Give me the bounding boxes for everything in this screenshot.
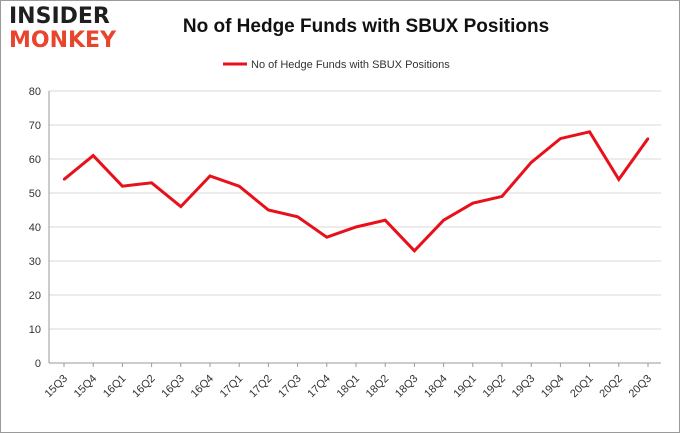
data-point	[646, 137, 650, 140]
x-axis: 15Q3 15Q4 16Q1 16Q2 16Q3 16Q4 17Q1 17Q2 17Q3 17Q4…	[43, 363, 655, 401]
data-point	[617, 178, 620, 181]
chart-title: No of Hedge Funds with SBUX Positions	[182, 16, 550, 37]
y-tick-label: 30	[29, 256, 41, 268]
data-point	[121, 185, 124, 188]
y-axis: 0 10 20 30 40 50 60 70 80	[29, 86, 50, 370]
x-tick-label: 16Q1	[101, 373, 129, 401]
data-point	[179, 205, 182, 208]
data-point	[238, 185, 241, 188]
y-tick-label: 20	[29, 290, 41, 302]
data-point	[296, 215, 299, 218]
legend: No of Hedge Funds with SBUX Positions	[223, 59, 450, 71]
x-tick-label: 16Q3	[159, 373, 187, 401]
data-point	[413, 249, 416, 252]
data-point	[559, 137, 562, 140]
y-tick-label: 0	[35, 358, 41, 370]
data-point	[442, 219, 445, 222]
data-point	[208, 174, 212, 178]
x-tick-label: 18Q3	[393, 373, 421, 401]
data-point	[384, 219, 387, 222]
x-tick-label: 18Q1	[335, 373, 363, 401]
data-point	[325, 236, 328, 239]
data-point	[354, 225, 358, 229]
data-point	[150, 181, 153, 184]
y-tick-label: 60	[29, 154, 41, 166]
data-point	[267, 208, 270, 212]
logo-line-2: MONKEY	[9, 28, 117, 53]
logo-line-1: INSIDER	[9, 4, 110, 29]
x-tick-label: 19Q3	[510, 373, 538, 401]
x-tick-label: 17Q2	[247, 373, 275, 401]
data-point	[500, 195, 504, 198]
series-line	[63, 130, 650, 253]
data-point	[92, 154, 95, 157]
x-tick-label: 19Q2	[481, 373, 509, 401]
x-tick-label: 18Q2	[364, 373, 392, 401]
y-tick-label: 40	[29, 222, 41, 234]
x-tick-label: 17Q4	[305, 373, 333, 401]
x-tick-label: 20Q1	[568, 373, 596, 401]
data-point	[530, 161, 533, 164]
x-tick-label: 16Q2	[130, 373, 158, 401]
x-tick-label: 15Q3	[43, 373, 71, 401]
x-tick-label: 19Q4	[539, 373, 567, 401]
legend-label: No of Hedge Funds with SBUX Positions	[251, 59, 450, 71]
series-layer	[62, 130, 650, 253]
y-tick-label: 70	[29, 120, 41, 132]
data-point	[471, 202, 474, 205]
data-point	[62, 178, 66, 181]
y-tick-label: 80	[29, 86, 41, 98]
x-tick-label: 16Q4	[189, 373, 217, 401]
insider-monkey-logo: INSIDER MONKEY	[9, 5, 129, 55]
x-tick-label: 19Q1	[451, 373, 479, 401]
x-tick-label: 20Q2	[597, 373, 625, 401]
x-tick-label: 15Q4	[72, 373, 100, 401]
x-tick-label: 17Q3	[276, 373, 304, 401]
y-tick-label: 10	[29, 324, 41, 336]
x-tick-label: 18Q4	[422, 373, 450, 401]
data-point	[588, 130, 591, 133]
x-tick-label: 17Q1	[218, 373, 246, 401]
grid-lines	[49, 90, 661, 364]
x-tick-label: 20Q3	[627, 373, 655, 401]
y-tick-label: 50	[29, 188, 41, 200]
